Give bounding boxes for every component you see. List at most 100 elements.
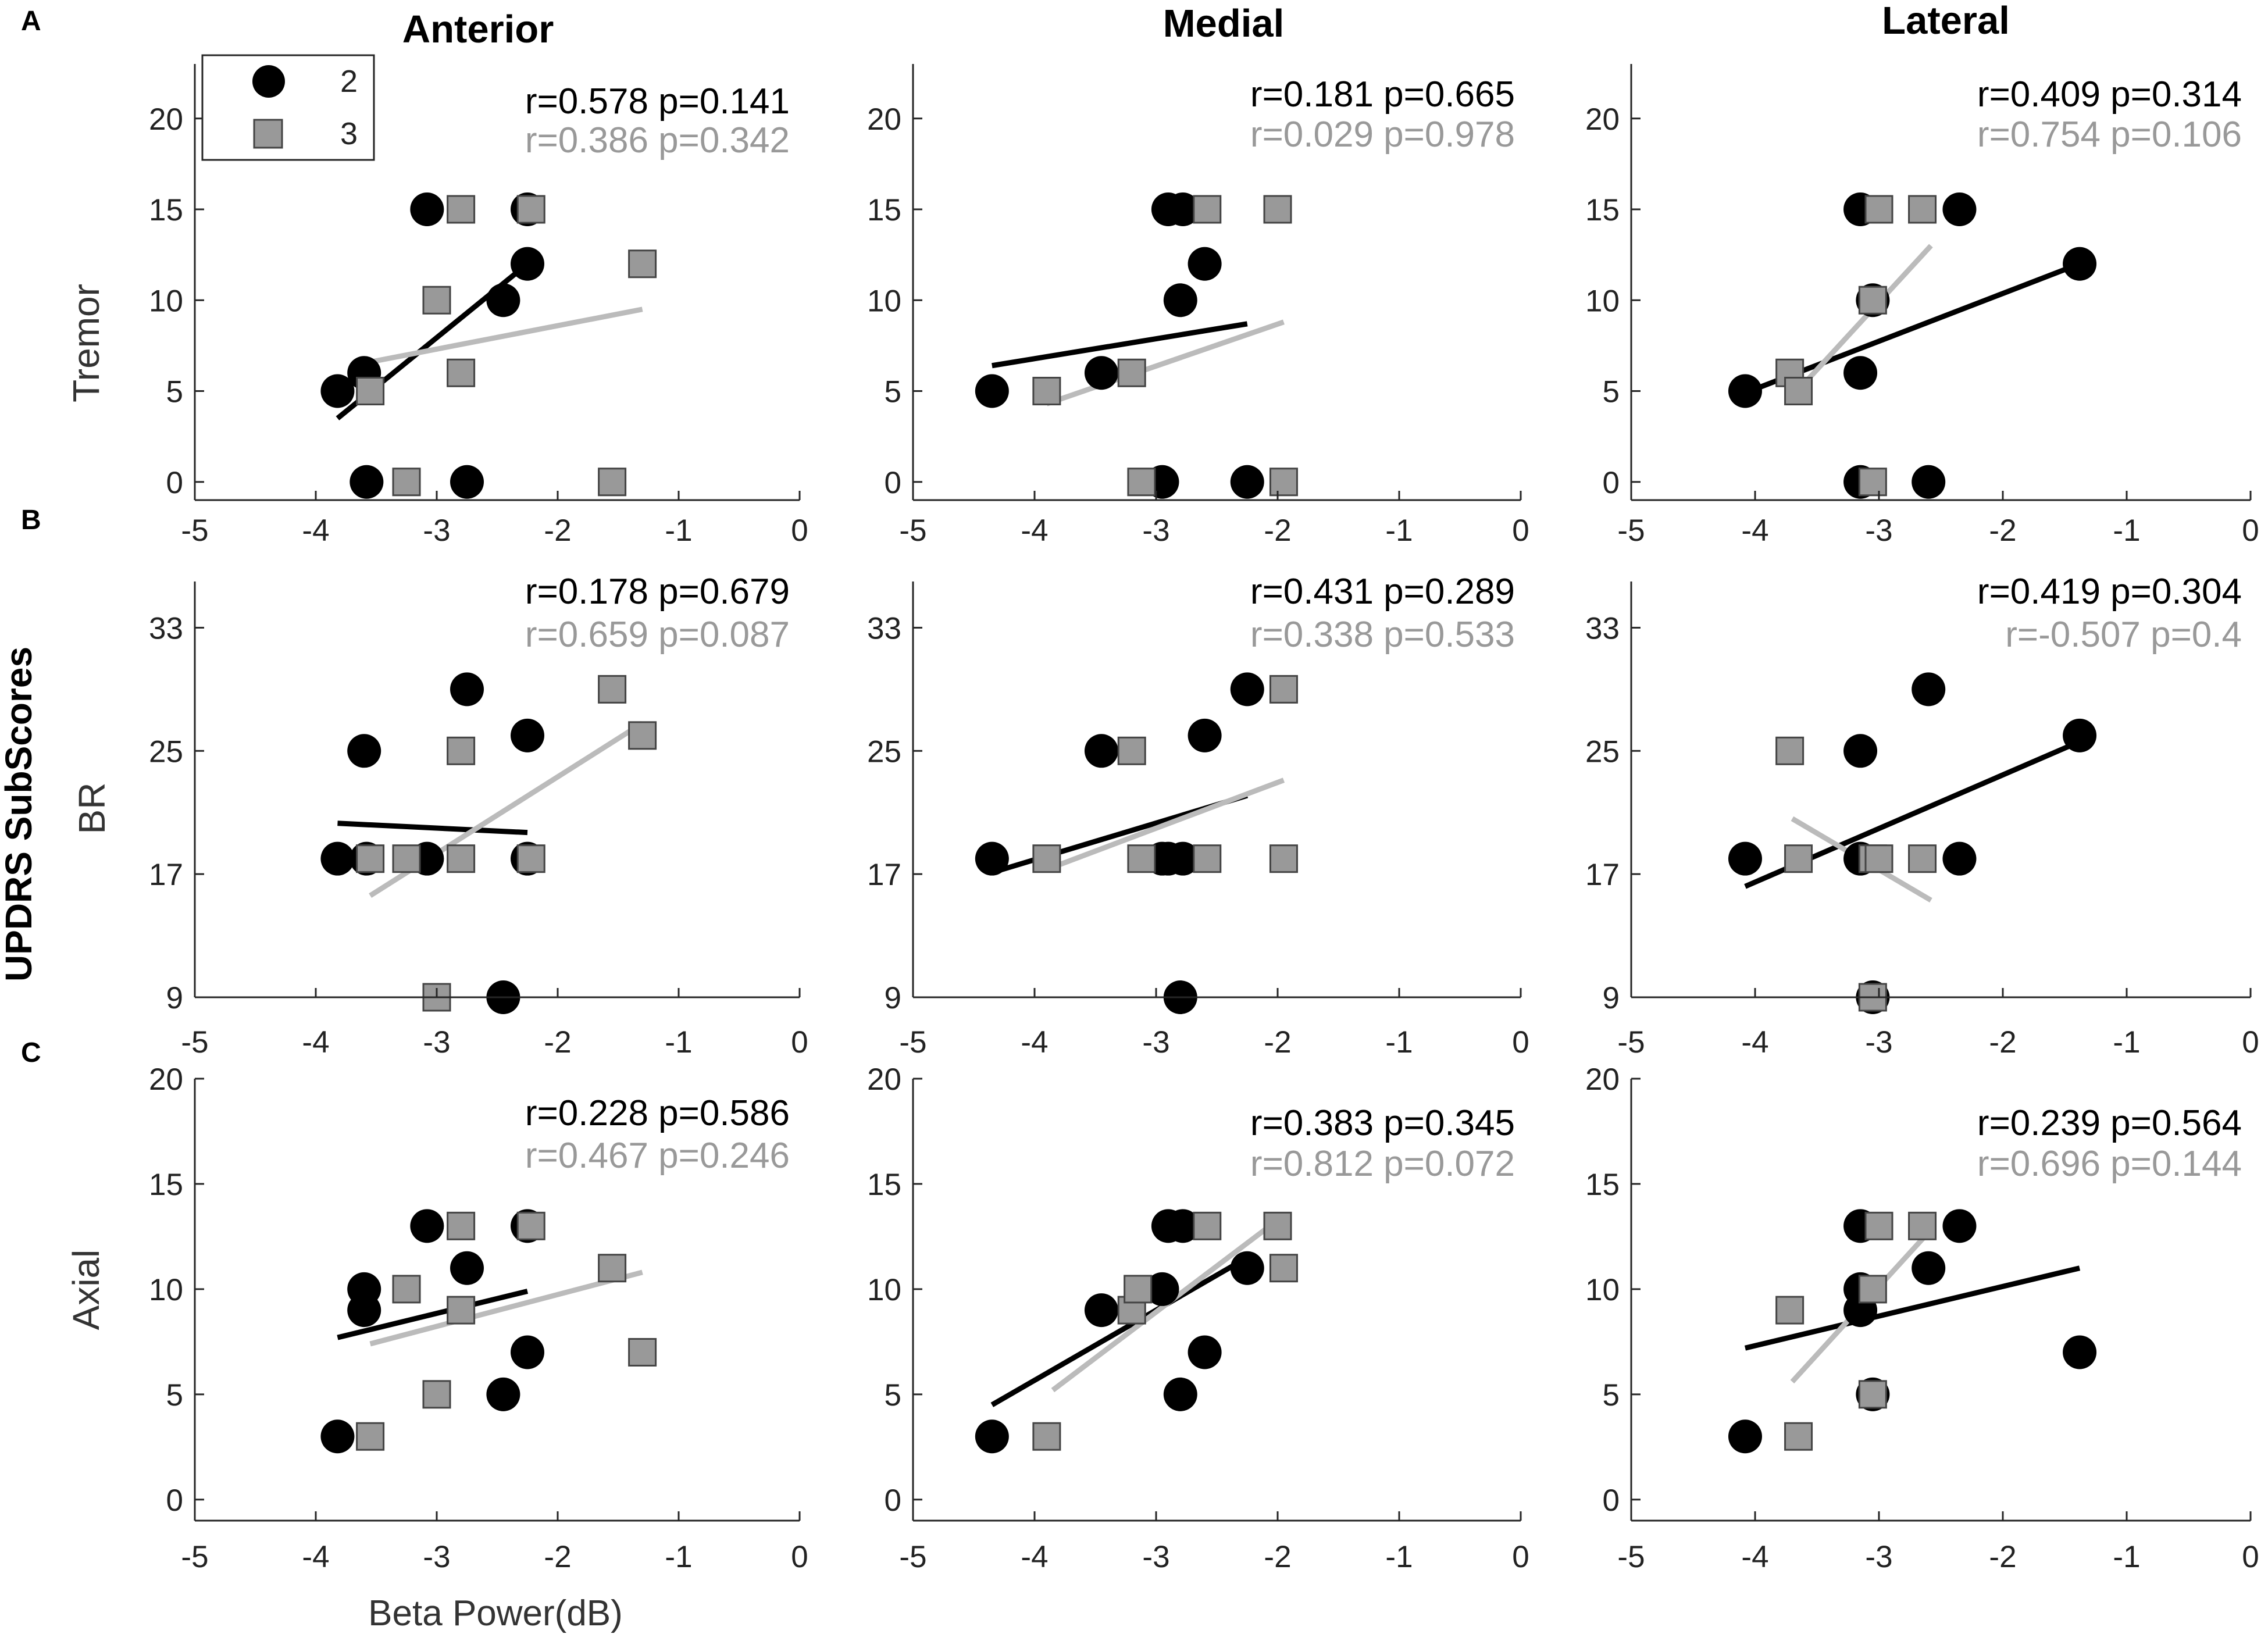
point-series-2-r2c1 [1188, 1335, 1222, 1369]
x-tick-label-r0c1: -1 [1385, 513, 1413, 548]
point-series-3-r2c0 [628, 1337, 657, 1367]
point-series-2-r1c2 [1728, 841, 1762, 876]
point-series-2-r0c1 [975, 374, 1009, 408]
x-tick-label-r1c0: -2 [544, 1025, 571, 1059]
stat-series-2-r2c0: r=0.228 p=0.586 [525, 1093, 790, 1133]
point-series-2-r0c0 [450, 465, 484, 499]
point-series-2-r1c0 [450, 672, 484, 707]
panel-label-a: A [21, 6, 41, 37]
x-tick-label-r2c1: -3 [1142, 1540, 1169, 1574]
col-title-medial: Medial [1163, 2, 1285, 45]
point-series-2-r2c0 [410, 1209, 444, 1243]
x-tick-label-r0c0: -1 [665, 513, 692, 548]
point-series-2-r0c0 [350, 465, 384, 499]
point-series-2-r0c0 [486, 283, 520, 318]
point-series-2-r2c1 [1084, 1293, 1118, 1328]
y-tick-label-r1c1: 33 [867, 611, 901, 645]
x-tick-label-r0c2: -4 [1741, 513, 1768, 548]
y-tick-label-r1c0: 17 [149, 858, 183, 892]
point-series-2-r0c0 [410, 192, 444, 226]
point-series-2-r1c1 [1230, 672, 1264, 707]
stat-series-3-r2c1: r=0.812 p=0.072 [1250, 1144, 1515, 1184]
stat-series-3-r1c1: r=0.338 p=0.533 [1250, 615, 1515, 655]
point-series-2-r2c1 [1165, 1209, 1200, 1243]
stat-series-2-r1c1: r=0.431 p=0.289 [1250, 572, 1515, 612]
point-series-2-r2c1 [975, 1419, 1009, 1454]
point-series-2-r0c2 [1942, 192, 1977, 226]
x-tick-label-r0c2: -5 [1617, 513, 1645, 548]
point-series-3-r1c1 [1193, 844, 1222, 873]
point-series-2-r2c0 [511, 1335, 544, 1369]
stat-series-3-r1c0: r=0.659 p=0.087 [525, 615, 790, 655]
point-series-3-r0c0 [628, 249, 657, 279]
x-tick-label-r1c0: -4 [302, 1025, 329, 1059]
x-tick-label-r2c2: -1 [2113, 1540, 2140, 1574]
point-series-2-r2c1 [1230, 1251, 1264, 1285]
panel-label-b: B [21, 505, 41, 536]
y-tick-label-r2c0: 15 [149, 1168, 183, 1202]
x-tick-label-r2c1: 0 [1512, 1540, 1529, 1574]
y-tick-label-r0c2: 20 [1585, 102, 1620, 137]
stat-series-3-r1c2: r=-0.507 p=0.4 [2005, 615, 2242, 655]
point-series-2-r0c1 [1188, 247, 1222, 281]
point-series-3-r2c0 [447, 1296, 476, 1325]
point-series-3-r2c2 [1858, 1380, 1887, 1409]
fit-line-series-2-r2c2 [1744, 1265, 2081, 1351]
x-tick-label-r0c0: -2 [544, 513, 571, 548]
y-tick-label-r2c2: 15 [1585, 1168, 1620, 1202]
x-tick-label-r2c0: -3 [423, 1540, 450, 1574]
super-y-label: UPDRS SubScores [0, 647, 40, 982]
x-tick-label-r0c1: 0 [1512, 513, 1529, 548]
stat-series-2-r2c2: r=0.239 p=0.564 [1977, 1103, 2242, 1143]
point-series-3-r0c0 [447, 195, 476, 224]
x-tick-label-r0c2: 0 [2242, 513, 2259, 548]
point-series-2-r1c0 [511, 718, 544, 752]
stat-series-2-r2c1: r=0.383 p=0.345 [1250, 1103, 1515, 1143]
fit-line-series-2-r1c0 [337, 820, 528, 836]
point-series-3-r0c2 [1858, 286, 1887, 315]
x-tick-label-r0c2: -2 [1989, 513, 2016, 548]
x-tick-label-r2c0: -4 [302, 1540, 329, 1574]
stat-series-2-r1c0: r=0.178 p=0.679 [525, 572, 790, 612]
point-series-3-r1c1 [1032, 844, 1061, 873]
y-tick-label-r2c0: 10 [149, 1273, 183, 1307]
x-tick-label-r1c0: 0 [791, 1025, 808, 1059]
y-tick-label-r1c2: 9 [1603, 981, 1620, 1015]
x-tick-label-r1c2: -2 [1989, 1025, 2016, 1059]
x-tick-label-r1c0: -3 [423, 1025, 450, 1059]
point-series-3-r0c0 [356, 377, 385, 405]
point-series-3-r0c1 [1127, 468, 1156, 497]
x-tick-label-r1c0: -1 [665, 1025, 692, 1059]
point-series-3-r0c0 [598, 468, 627, 497]
points-layer [320, 192, 2097, 1454]
legend-marker-square [253, 119, 283, 149]
x-tick-label-r2c0: -1 [665, 1540, 692, 1574]
point-series-2-r1c0 [320, 841, 355, 876]
point-series-3-r2c1 [1193, 1211, 1222, 1240]
point-series-3-r2c0 [598, 1254, 627, 1283]
point-series-3-r2c0 [392, 1275, 421, 1304]
y-tick-label-r1c1: 25 [867, 734, 901, 769]
point-series-3-r0c0 [447, 358, 476, 387]
point-series-3-r1c0 [598, 675, 627, 704]
legend-label-3: 3 [340, 116, 358, 151]
y-tick-label-r1c0: 25 [149, 734, 183, 769]
stat-series-3-r2c0: r=0.467 p=0.246 [525, 1136, 790, 1176]
point-series-2-r1c0 [347, 734, 381, 768]
point-series-3-r0c1 [1263, 195, 1292, 224]
point-series-3-r2c2 [1908, 1211, 1937, 1240]
row-label-br: BR [71, 783, 113, 834]
point-series-2-r2c0 [450, 1251, 484, 1285]
row-label-axial: Axial [65, 1250, 107, 1330]
point-series-2-r1c2 [1912, 672, 1946, 707]
point-series-3-r0c2 [1858, 468, 1887, 497]
point-series-3-r0c1 [1032, 377, 1061, 405]
point-series-3-r0c2 [1784, 377, 1813, 405]
point-series-3-r1c2 [1784, 844, 1813, 873]
y-tick-label-r0c0: 0 [166, 466, 183, 500]
point-series-3-r2c2 [1784, 1422, 1813, 1451]
x-tick-label-r2c0: -5 [181, 1540, 208, 1574]
y-tick-label-r2c0: 5 [166, 1378, 183, 1412]
stat-series-3-r0c0: r=0.386 p=0.342 [525, 120, 790, 160]
